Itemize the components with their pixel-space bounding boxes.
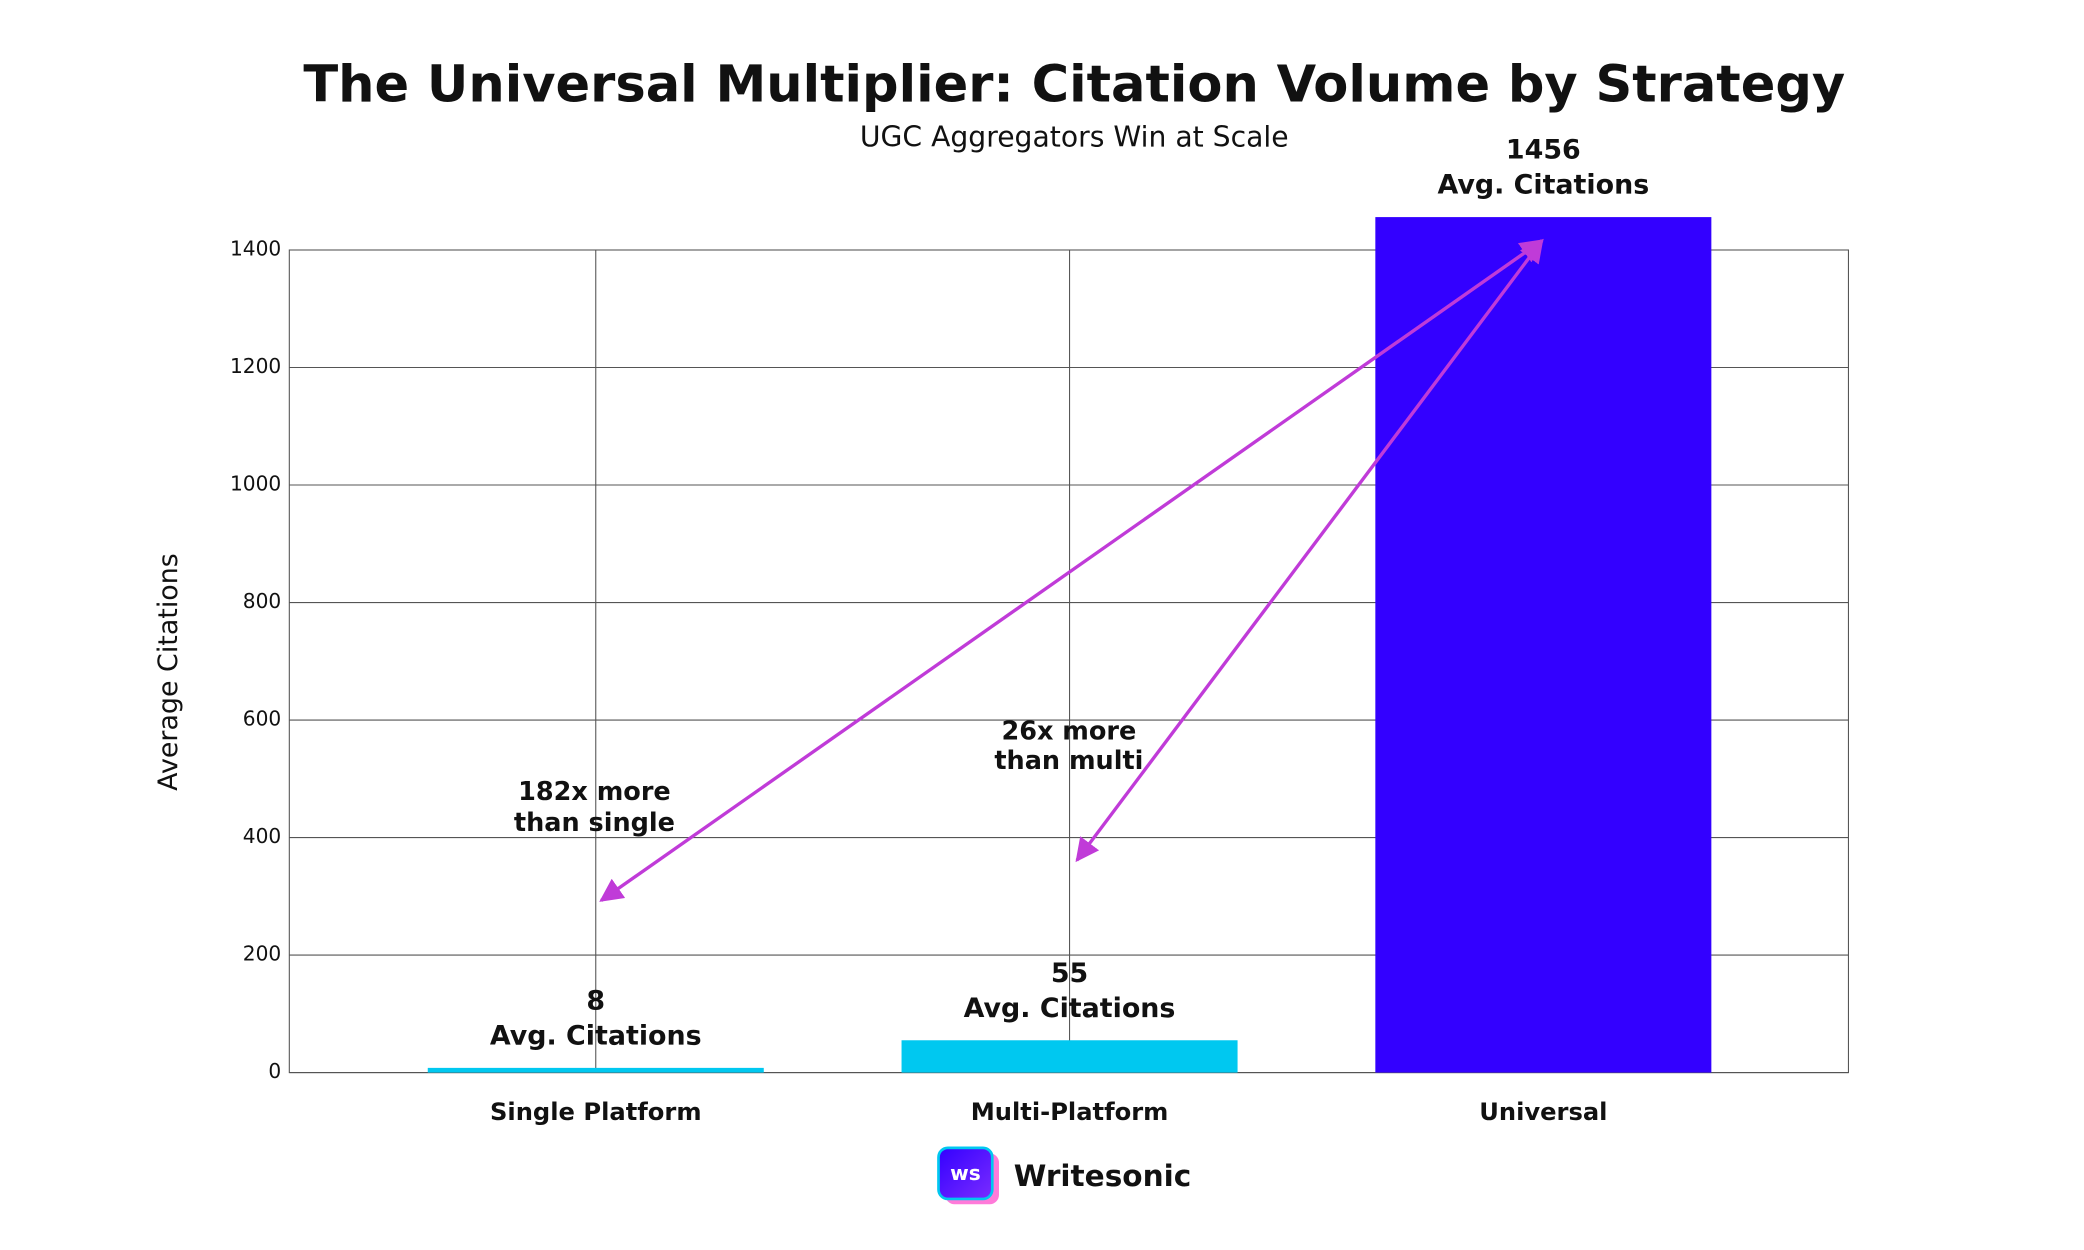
annotation-text: than single [514, 808, 675, 838]
logo-text: ws [950, 1161, 981, 1185]
chart-subtitle: UGC Aggregators Win at Scale [860, 120, 1289, 153]
arrow [1075, 238, 1544, 863]
value-label-caption: Avg. Citations [490, 1020, 702, 1051]
bar [427, 1067, 764, 1073]
x-tick-label: Universal [1479, 1098, 1607, 1126]
y-tick-label: 1200 [230, 354, 281, 378]
y-tick-label: 800 [243, 589, 281, 613]
bar [1375, 217, 1712, 1073]
value-label-caption: Avg. Citations [964, 993, 1176, 1024]
logo-icon [937, 1146, 994, 1201]
y-tick-label: 400 [243, 824, 281, 848]
plot-area: 0 200 400 600 800 1000 1200 1400 Single Platform… [230, 135, 1849, 1126]
value-label: 1456 [1506, 135, 1581, 166]
y-tick-label: 0 [268, 1059, 281, 1083]
chart-title: The Universal Multiplier: Citation Volum… [303, 55, 1845, 114]
y-tick-label: 600 [243, 707, 281, 731]
annotation-text: 182x more [518, 777, 671, 807]
x-tick-label: Multi-Platform [971, 1098, 1169, 1126]
value-label: 55 [1051, 958, 1088, 989]
annotation-text: 26x more [1001, 717, 1136, 747]
annotations: 182x more than single 26x more than mult… [514, 238, 1544, 902]
bar [901, 1040, 1238, 1073]
brand: ws Writesonic [937, 1146, 1192, 1205]
x-tick-label: Single Platform [490, 1098, 702, 1126]
y-tick-label: 1400 [230, 236, 281, 260]
y-axis-label: Average Citations [153, 553, 184, 791]
value-label-caption: Avg. Citations [1437, 170, 1649, 201]
y-tick-label: 1000 [230, 472, 281, 496]
value-label: 8 [586, 986, 605, 1017]
annotation-text: than multi [994, 746, 1143, 776]
y-tick-label: 200 [243, 942, 281, 966]
brand-name: Writesonic [1014, 1159, 1192, 1193]
